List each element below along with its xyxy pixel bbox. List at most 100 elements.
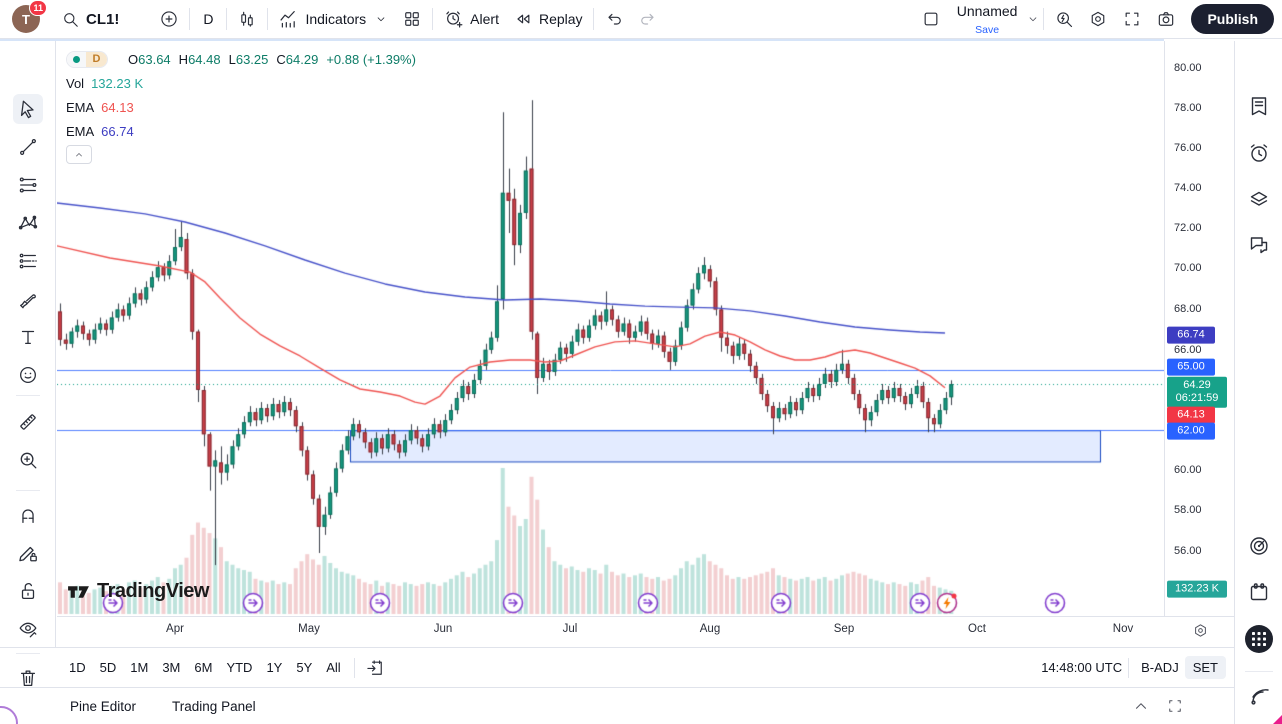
undo-button[interactable]: [597, 4, 631, 34]
chart-legend: D O63.64 H64.48 L63.25 C64.29 +0.88 (+1.39%…: [66, 49, 416, 164]
measure-tool-button[interactable]: [13, 407, 43, 437]
range-1y[interactable]: 1Y: [259, 656, 289, 679]
replay-button[interactable]: Replay: [506, 4, 590, 34]
volume-legend-row[interactable]: Vol 132.23 K: [66, 73, 416, 93]
legend-collapse-button[interactable]: [66, 145, 92, 164]
all-apps-button[interactable]: [1244, 624, 1274, 654]
range-1m[interactable]: 1M: [123, 656, 155, 679]
replay-label: Replay: [538, 11, 583, 27]
price-label-badge: 64.13: [1167, 406, 1215, 424]
ohlc-values: O63.64 H64.48 L63.25 C64.29: [120, 52, 318, 67]
range-ytd[interactable]: YTD: [219, 656, 259, 679]
session-toggle[interactable]: SET: [1184, 656, 1226, 679]
range-all[interactable]: All: [319, 656, 347, 679]
hide-drawings-button[interactable]: [13, 614, 43, 644]
range-5y[interactable]: 5Y: [289, 656, 319, 679]
chats-button[interactable]: [1244, 230, 1274, 260]
remove-drawings-button[interactable]: [13, 663, 43, 693]
price-axis[interactable]: 80.00 78.00 76.00 74.00 72.00 70.00 68.00 66.00…: [1164, 41, 1234, 616]
redo-button[interactable]: [631, 4, 665, 34]
zoom-in-icon: [20, 452, 37, 469]
fullscreen-button[interactable]: [1115, 4, 1149, 34]
watchlist-button[interactable]: [1244, 91, 1274, 121]
text-icon: [21, 330, 35, 345]
toolbar-divider: [592, 8, 594, 30]
forecast-tool-button[interactable]: [13, 246, 43, 276]
time-axis[interactable]: Apr May Jun Jul Aug Sep Oct Nov: [57, 616, 1234, 647]
adjustment-toggle[interactable]: B-ADJ: [1141, 660, 1179, 675]
tab-trading-panel[interactable]: Trading Panel: [172, 698, 256, 714]
streams-button[interactable]: [1244, 681, 1274, 711]
tradingview-watermark[interactable]: TradingView: [66, 579, 209, 604]
layout-grid-button[interactable]: [395, 4, 429, 34]
market-status-pill: D: [66, 50, 108, 68]
zoom-in-tool-button[interactable]: [13, 445, 43, 475]
calendar-panel-button[interactable]: [1244, 577, 1274, 607]
ema-fast-value: 64.13: [101, 99, 134, 115]
layout-name-button[interactable]: Unnamed Save: [950, 4, 1025, 36]
cursor-tool-button[interactable]: [13, 94, 43, 124]
time-tick-month: Apr: [166, 623, 184, 635]
text-tool-button[interactable]: [13, 322, 43, 352]
time-axis-settings-button[interactable]: [1192, 622, 1209, 639]
indicators-button[interactable]: Indicators: [271, 4, 395, 34]
maximize-panel-icon[interactable]: [1166, 697, 1184, 715]
magnet-mode-button[interactable]: [13, 500, 43, 530]
range-5d[interactable]: 5D: [93, 656, 124, 679]
dom-panel-button[interactable]: [1244, 531, 1274, 561]
chevron-down-icon[interactable]: [1026, 12, 1040, 26]
time-tick-month: Nov: [1112, 623, 1134, 635]
projection-icon: [19, 253, 37, 269]
range-6m[interactable]: 6M: [187, 656, 219, 679]
magnet-icon: [22, 509, 34, 523]
range-3m[interactable]: 3M: [155, 656, 187, 679]
price-chart-canvas[interactable]: [57, 41, 1164, 616]
chart-style-button[interactable]: [230, 4, 264, 34]
expand-panel-chevron-icon[interactable]: [1132, 697, 1150, 715]
chart-top-highlight: [0, 39, 1164, 41]
drawing-mode-button[interactable]: [13, 538, 43, 568]
symbol-search-button[interactable]: CL1!: [54, 4, 126, 34]
cursor-icon: [20, 100, 34, 119]
time-tick-month: Oct: [968, 623, 986, 635]
lock-drawings-button[interactable]: [13, 576, 43, 606]
brush-tool-button[interactable]: [13, 284, 43, 314]
alert-button[interactable]: Alert: [436, 4, 506, 34]
clock-utc[interactable]: 14:48:00 UTC: [1041, 660, 1123, 675]
toolbar-divider: [432, 8, 434, 30]
price-label-badge: 66.74: [1167, 326, 1215, 344]
quick-search-button[interactable]: [1047, 4, 1081, 34]
range-1d[interactable]: 1D: [62, 656, 93, 679]
gear-icon: [1092, 11, 1105, 27]
chart-pane: D O63.64 H64.48 L63.25 C64.29 +0.88 (+1.39%…: [57, 41, 1164, 616]
ruler-icon: [20, 414, 36, 430]
signal-arcs-icon: [1251, 689, 1269, 705]
time-tick-month: Aug: [699, 623, 721, 635]
alerts-panel-button[interactable]: [1244, 138, 1274, 168]
ema-fast-legend-row[interactable]: EMA 64.13: [66, 97, 416, 117]
redo-icon: [640, 13, 654, 25]
emoji-tool-button[interactable]: [13, 360, 43, 390]
pattern-tool-button[interactable]: [13, 208, 43, 238]
lock-open-icon: [21, 583, 35, 599]
symbol-name: CL1!: [86, 10, 120, 28]
go-to-date-button[interactable]: [361, 653, 389, 683]
settings-button[interactable]: [1081, 4, 1115, 34]
symbol-legend-row[interactable]: D O63.64 H64.48 L63.25 C64.29 +0.88 (+1.39%…: [66, 49, 416, 69]
ema-slow-legend-row[interactable]: EMA 66.74: [66, 121, 416, 141]
tab-pine-editor[interactable]: Pine Editor: [70, 698, 137, 714]
corner-resize-marker: [1273, 715, 1282, 724]
user-menu-button[interactable]: T 11: [12, 0, 47, 33]
ohlc-value: 64.29: [285, 51, 319, 67]
fib-retracement-tool-button[interactable]: [13, 170, 43, 200]
ohlc-value: 64.48: [188, 51, 221, 67]
publish-button[interactable]: Publish: [1191, 4, 1274, 34]
save-label[interactable]: Save: [975, 23, 1000, 36]
trend-line-tool-button[interactable]: [13, 132, 43, 162]
layout-select-button[interactable]: [914, 4, 948, 34]
compare-add-symbol-button[interactable]: [152, 4, 186, 34]
interval-button[interactable]: D: [203, 11, 214, 27]
hotlists-button[interactable]: [1244, 184, 1274, 214]
layers-icon: [1250, 191, 1268, 206]
snapshot-button[interactable]: [1149, 4, 1183, 34]
